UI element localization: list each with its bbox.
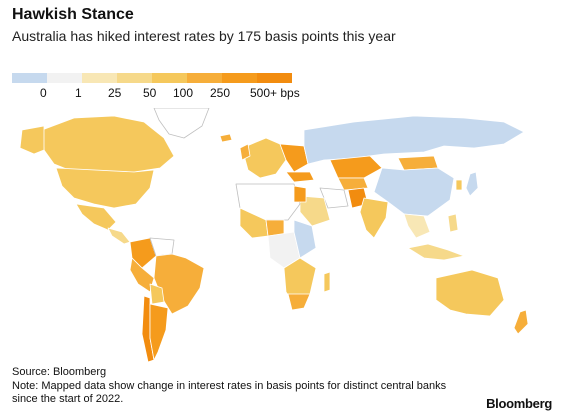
region-korea	[455, 179, 463, 191]
region-central-asia	[337, 177, 369, 191]
region-brazil	[153, 253, 205, 315]
legend-label-500-plus: 500+ bps	[250, 86, 300, 100]
region-mexico	[75, 203, 117, 231]
legend-label-50: 50	[143, 86, 157, 100]
region-argentina	[149, 303, 169, 361]
methodology-note: Note: Mapped data show change in interes…	[12, 380, 447, 405]
legend-swatch-2	[82, 73, 117, 83]
region-east-africa	[293, 219, 317, 259]
region-egypt	[293, 185, 307, 203]
region-canada	[41, 115, 175, 175]
region-eastern-europe	[279, 143, 309, 173]
region-new-zealand	[513, 309, 529, 335]
source-note: Source: Bloomberg	[12, 366, 107, 378]
legend-label-250: 250	[210, 86, 231, 100]
region-china	[373, 167, 455, 217]
legend-swatch-0	[12, 73, 47, 83]
region-russia	[303, 115, 525, 165]
region-southeast-asia	[403, 213, 431, 239]
region-india	[359, 197, 389, 239]
legend-swatch-3	[117, 73, 152, 83]
region-iran	[319, 187, 349, 209]
legend-swatch-1	[47, 73, 82, 83]
region-uk	[239, 143, 251, 161]
bloomberg-logo: Bloomberg	[486, 396, 552, 411]
legend-label-0: 0	[40, 86, 47, 100]
region-peru	[129, 257, 155, 293]
chart-title: Hawkish Stance	[12, 6, 134, 23]
region-alaska	[19, 125, 45, 155]
region-philippines	[447, 213, 459, 233]
region-madagascar	[323, 271, 331, 293]
region-west-africa	[239, 207, 269, 239]
legend-swatch-5	[187, 73, 222, 83]
legend-swatch-7	[257, 73, 292, 83]
region-south-africa	[287, 293, 311, 311]
region-australia	[435, 269, 505, 317]
chart-subtitle: Australia has hiked interest rates by 17…	[12, 28, 396, 44]
legend-label-1: 1	[75, 86, 82, 100]
region-mongolia	[397, 155, 439, 171]
region-colombia	[129, 237, 157, 269]
region-saudi-arabia	[299, 195, 331, 227]
region-bolivia	[149, 283, 165, 305]
region-turkey	[285, 171, 315, 183]
region-kazakhstan	[329, 155, 383, 179]
legend-color-scale	[12, 73, 292, 83]
region-western-europe	[241, 137, 287, 179]
legend-swatch-6	[222, 73, 257, 83]
region-indonesia	[407, 243, 465, 261]
legend-label-25: 25	[108, 86, 122, 100]
region-iceland	[219, 133, 233, 143]
region-united-states	[55, 167, 155, 209]
region-japan	[465, 171, 479, 197]
world-choropleth-map	[19, 108, 529, 363]
region-greenland	[153, 108, 210, 139]
region-central-america	[107, 227, 131, 245]
legend-label-100: 100	[173, 86, 194, 100]
legend-swatch-4	[152, 73, 187, 83]
legend-labels: 0 1 25 50 100 250 500+ bps	[12, 86, 312, 102]
